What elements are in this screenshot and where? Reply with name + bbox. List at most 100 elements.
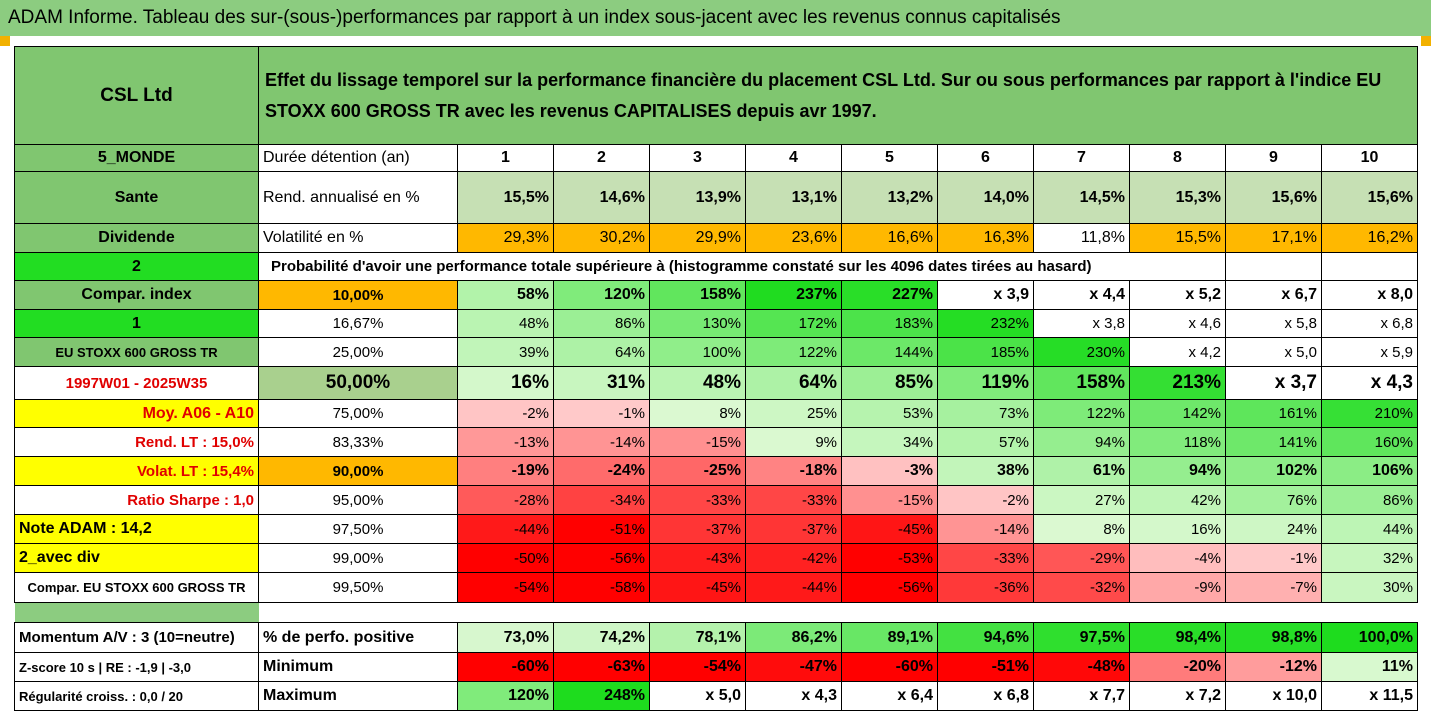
durations-value-cell: 8 <box>1129 144 1226 172</box>
stats-value-cell: x 7,7 <box>1033 681 1130 711</box>
percentile-cell: 90,00% <box>258 456 458 486</box>
volatility-value-cell: 16,2% <box>1321 223 1418 253</box>
distribution-value-cell: -43% <box>649 543 746 573</box>
distribution-value-cell: 158% <box>649 280 746 310</box>
stats-left-label: Momentum A/V : 3 (10=neutre) <box>14 622 259 653</box>
distribution-value-cell: 27% <box>1033 485 1130 515</box>
distribution-row: Rend. LT : 15,0% 83,33% -13% -14% -15% 9% 34% 5… <box>14 427 1418 457</box>
distribution-row: Ratio Sharpe : 1,0 95,00% -28% -34% -33% -33%… <box>14 485 1418 515</box>
distribution-row: 1997W01 - 2025W35 50,00% 16% 31% 48% 64% 85% 11… <box>14 366 1418 400</box>
distribution-value-cell: -3% <box>841 456 938 486</box>
distribution-value-cell: 185% <box>937 337 1034 367</box>
distribution-value-cell: 24% <box>1225 514 1322 544</box>
distribution-value-cell: 61% <box>1033 456 1130 486</box>
distribution-value-cell: 160% <box>1321 427 1418 457</box>
distribution-value-cell: -33% <box>745 485 842 515</box>
distribution-value-cell: 161% <box>1225 399 1322 428</box>
stats-value-cell: 11% <box>1321 652 1418 682</box>
distribution-value-cell: x 3,7 <box>1225 366 1322 400</box>
stats-value-cell: -63% <box>553 652 650 682</box>
returns-value-cell: 14,6% <box>553 171 650 224</box>
returns-value-cell: 13,2% <box>841 171 938 224</box>
distribution-value-cell: 122% <box>1033 399 1130 428</box>
distribution-value-cell: 34% <box>841 427 938 457</box>
distribution-value-cell: -9% <box>1129 572 1226 603</box>
distribution-value-cell: 227% <box>841 280 938 310</box>
stats-value-cell: 120% <box>457 681 554 711</box>
stats-value-cell: -54% <box>649 652 746 682</box>
gap-cell <box>259 603 1418 623</box>
distribution-value-cell: 32% <box>1321 543 1418 573</box>
distribution-row: Compar. index 10,00% 58% 120% 158% 237% 227% x … <box>14 280 1418 310</box>
distribution-value-cell: 237% <box>745 280 842 310</box>
distribution-value-cell: x 5,2 <box>1129 280 1226 310</box>
performance-table: CSL Ltd Effet du lissage temporel sur la… <box>14 46 1418 711</box>
stats-value-cell: -47% <box>745 652 842 682</box>
distribution-value-cell: -33% <box>649 485 746 515</box>
distribution-value-cell: 210% <box>1321 399 1418 428</box>
distribution-row: Moy. A06 - A10 75,00% -2% -1% 8% 25% 53% 73% 122… <box>14 399 1418 428</box>
probability-empty-cell <box>1321 252 1418 281</box>
distribution-value-cell: 230% <box>1033 337 1130 367</box>
stats-left-label: Régularité croiss. : 0,0 / 20 <box>14 681 259 711</box>
distribution-value-cell: -15% <box>841 485 938 515</box>
distribution-row: Compar. EU STOXX 600 GROSS TR 99,50% -54% -… <box>14 572 1418 603</box>
stats-row: Momentum A/V : 3 (10=neutre)% de perfo. … <box>14 622 1418 653</box>
distribution-value-cell: 38% <box>937 456 1034 486</box>
corner-marker-right <box>1421 36 1431 46</box>
distribution-value-cell: x 4,4 <box>1033 280 1130 310</box>
stats-value-cell: -60% <box>457 652 554 682</box>
distribution-value-cell: 141% <box>1225 427 1322 457</box>
distribution-value-cell: -34% <box>553 485 650 515</box>
stats-value-cell: x 4,3 <box>745 681 842 711</box>
stats-value-cell: -48% <box>1033 652 1130 682</box>
distribution-value-cell: -53% <box>841 543 938 573</box>
distribution-value-cell: 73% <box>937 399 1034 428</box>
distribution-value-cell: x 4,3 <box>1321 366 1418 400</box>
durations-value-cell: 10 <box>1321 144 1418 172</box>
returns-value-cell: 15,5% <box>457 171 554 224</box>
durations-value-cell: 6 <box>937 144 1034 172</box>
distribution-value-cell: 53% <box>841 399 938 428</box>
distribution-value-cell: 122% <box>745 337 842 367</box>
volatility-value-cell: 17,1% <box>1225 223 1322 253</box>
returns-value-cell: 13,9% <box>649 171 746 224</box>
stats-value-cell: 86,2% <box>745 622 842 653</box>
distribution-left-label: 1997W01 - 2025W35 <box>14 366 259 400</box>
distribution-value-cell: -29% <box>1033 543 1130 573</box>
distribution-value-cell: -4% <box>1129 543 1226 573</box>
stats-value-cell: x 6,8 <box>937 681 1034 711</box>
distribution-value-cell: 8% <box>649 399 746 428</box>
durations-value-cell: 7 <box>1033 144 1130 172</box>
percentile-cell: 10,00% <box>258 280 458 310</box>
probability-title: Probabilité d'avoir une performance tota… <box>258 252 1226 281</box>
stats-value-cell: 73,0% <box>457 622 554 653</box>
distribution-value-cell: 120% <box>553 280 650 310</box>
durations-left-label: 5_MONDE <box>14 144 259 172</box>
distribution-value-cell: -28% <box>457 485 554 515</box>
stats-value-cell: 97,5% <box>1033 622 1130 653</box>
distribution-value-cell: -36% <box>937 572 1034 603</box>
distribution-row: Note ADAM : 14,2 97,50% -44% -51% -37% -37% -4… <box>14 514 1418 544</box>
distribution-value-cell: -56% <box>841 572 938 603</box>
distribution-value-cell: 94% <box>1129 456 1226 486</box>
stats-value-cell: x 10,0 <box>1225 681 1322 711</box>
distribution-value-cell: 94% <box>1033 427 1130 457</box>
stats-value-cell: x 5,0 <box>649 681 746 711</box>
distribution-value-cell: x 3,8 <box>1033 309 1130 338</box>
stats-row-label: Minimum <box>258 652 458 682</box>
returns-value-cell: 15,6% <box>1321 171 1418 224</box>
distribution-left-label: 1 <box>14 309 259 338</box>
probability-left-label: 2 <box>14 252 259 281</box>
stats-value-cell: -60% <box>841 652 938 682</box>
distribution-left-label: Ratio Sharpe : 1,0 <box>14 485 259 515</box>
stats-row-label: Maximum <box>258 681 458 711</box>
distribution-value-cell: 86% <box>553 309 650 338</box>
distribution-value-cell: -1% <box>1225 543 1322 573</box>
distribution-value-cell: 64% <box>745 366 842 400</box>
distribution-value-cell: 25% <box>745 399 842 428</box>
distribution-value-cell: 8% <box>1033 514 1130 544</box>
gap-cell <box>14 602 259 623</box>
distribution-value-cell: 213% <box>1129 366 1226 400</box>
returns-value-cell: 13,1% <box>745 171 842 224</box>
